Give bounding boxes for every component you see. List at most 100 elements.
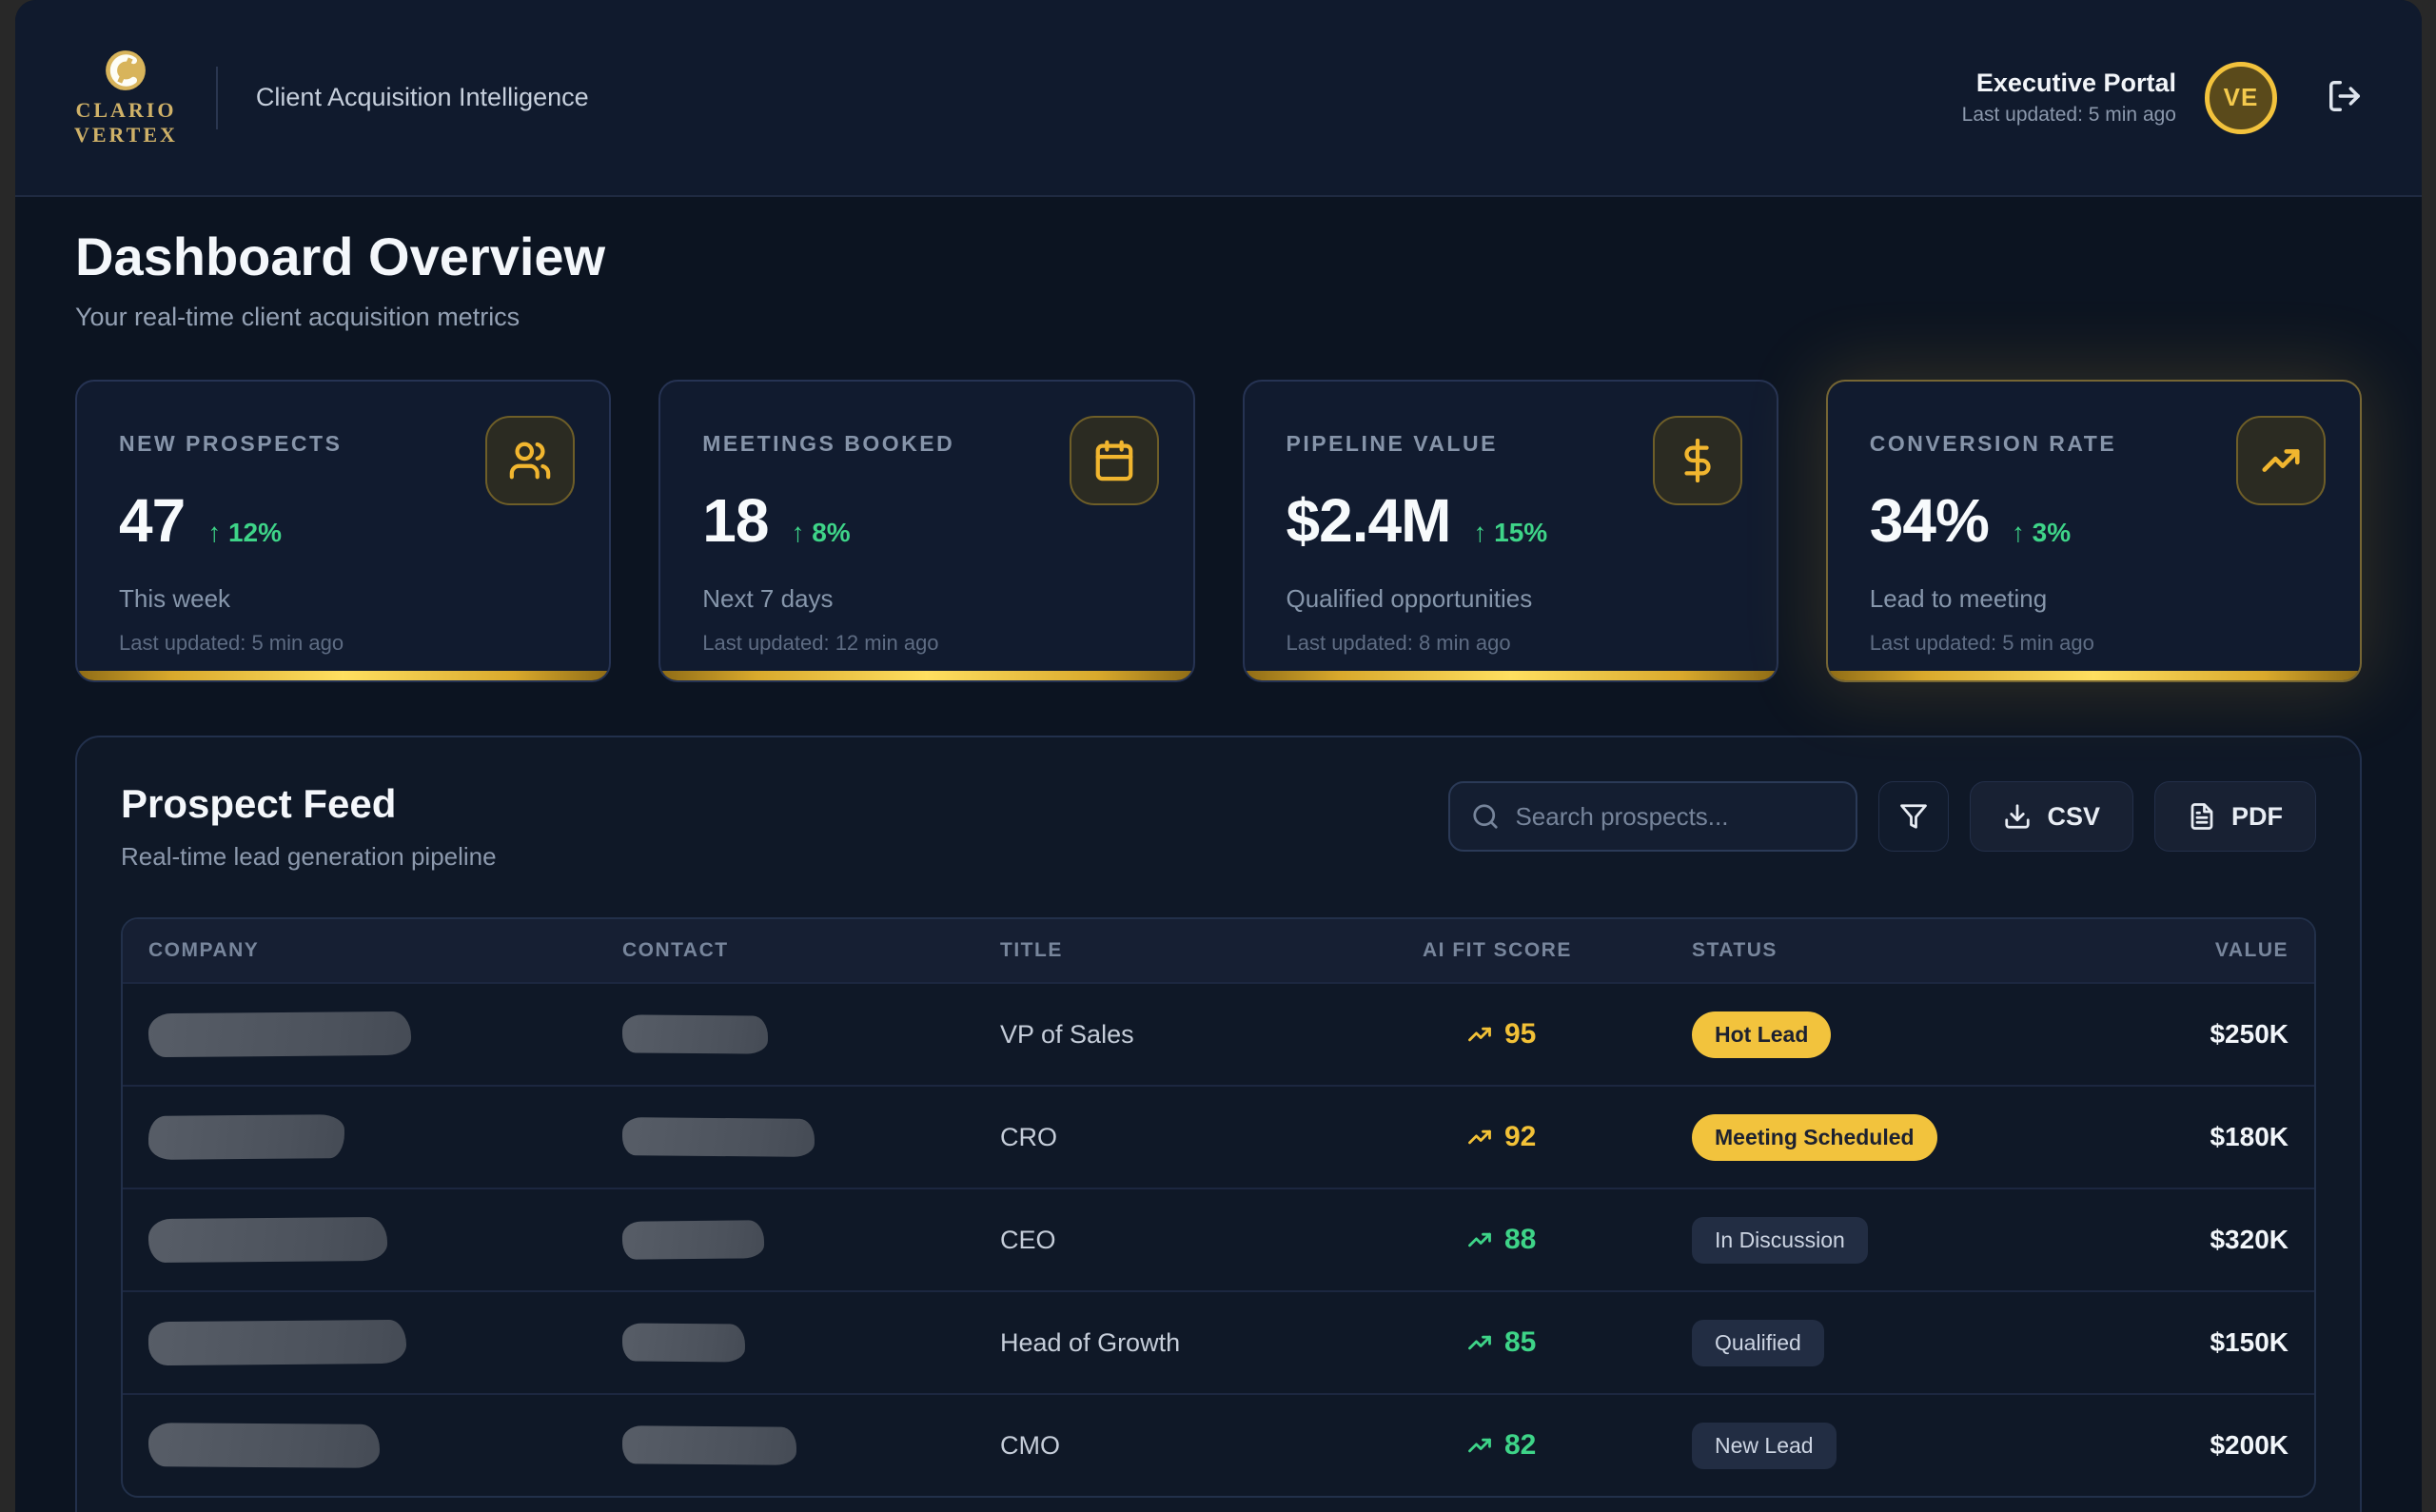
prospect-feed-subtitle: Real-time lead generation pipeline: [121, 842, 497, 871]
header-last-updated: Last updated: 5 min ago: [1961, 104, 2176, 126]
status-badge: Hot Lead: [1692, 1011, 1832, 1058]
main-content: Dashboard Overview Your real-time client…: [15, 226, 2422, 1512]
page-title: Dashboard Overview: [75, 226, 606, 286]
redacted-company: [147, 1011, 412, 1058]
search-icon: [1473, 804, 1499, 829]
status-badge: Qualified: [1692, 1319, 1824, 1366]
download-icon: [2005, 804, 2031, 829]
export-csv-button[interactable]: CSV: [1970, 781, 2133, 852]
card-accent-bar: [1827, 671, 2360, 680]
table-row[interactable]: CMO 82 New Lead $200K: [123, 1393, 2314, 1496]
prospect-title: CMO: [1000, 1430, 1060, 1460]
table-row[interactable]: CEO 88 In Discussion $320K: [123, 1188, 2314, 1290]
export-pdf-button[interactable]: PDF: [2154, 781, 2316, 852]
trending-up-icon: [2236, 416, 2326, 505]
prospect-value: $150K: [2210, 1327, 2289, 1357]
app-tagline: Client Acquisition Intelligence: [255, 83, 589, 111]
prospect-value: $320K: [2210, 1225, 2289, 1254]
status-badge: New Lead: [1692, 1422, 1837, 1469]
table-row[interactable]: Head of Growth 85 Qualified $150K: [123, 1290, 2314, 1393]
kpi-period: Qualified opportunities: [1286, 584, 1533, 613]
header-divider: [215, 66, 218, 129]
prospect-table: COMPANY CONTACT TITLE AI FIT SCORE STATU…: [121, 917, 2316, 1498]
prospect-title: VP of Sales: [1000, 1019, 1134, 1049]
kpi-delta: ↑ 8%: [791, 518, 851, 547]
user-meta: Executive Portal Last updated: 5 min ago: [1962, 69, 2176, 127]
search-box: [1448, 781, 1858, 852]
arrow-up-icon: ↑: [207, 518, 222, 547]
ai-fit-score: 95: [1423, 1018, 1692, 1051]
kpi-period: Lead to meeting: [1869, 584, 2048, 613]
table-row[interactable]: CRO 92 Meeting Scheduled $180K: [123, 1085, 2314, 1188]
redacted-contact: [621, 1425, 797, 1465]
kpi-card-new-prospects: NEW PROSPECTS 47 ↑ 12% This week Last up…: [75, 380, 612, 682]
filter-button[interactable]: [1878, 781, 1950, 852]
brand-name-line1: CLARIO: [75, 98, 177, 123]
prospect-value: $180K: [2210, 1122, 2289, 1151]
table-row[interactable]: VP of Sales 95 Hot Lead $250K: [123, 982, 2314, 1085]
kpi-updated: Last updated: 5 min ago: [119, 631, 344, 655]
arrow-up-icon: ↑: [791, 518, 805, 547]
kpi-card-pipeline-value: PIPELINE VALUE $2.4M ↑ 15% Qualified opp…: [1242, 380, 1778, 682]
brand-name: CLARIO VERTEX: [74, 98, 178, 147]
dollar-icon: [1652, 416, 1742, 505]
card-accent-bar: [660, 671, 1193, 680]
kpi-delta: ↑ 15%: [1473, 518, 1548, 547]
prospect-value: $250K: [2210, 1019, 2289, 1049]
ai-fit-score: 85: [1423, 1326, 1692, 1359]
app-window: CLARIO VERTEX Client Acquisition Intelli…: [15, 0, 2422, 1512]
top-bar: CLARIO VERTEX Client Acquisition Intelli…: [15, 0, 2422, 197]
kpi-label: NEW PROSPECTS: [119, 431, 343, 456]
brand-logo: CLARIO VERTEX: [74, 49, 178, 147]
kpi-updated: Last updated: 8 min ago: [1286, 631, 1511, 655]
trending-up-icon: [1468, 1232, 1491, 1247]
prospect-feed-title: Prospect Feed: [121, 781, 397, 826]
prospect-value: $200K: [2210, 1430, 2289, 1460]
kpi-updated: Last updated: 12 min ago: [702, 631, 939, 655]
status-badge: In Discussion: [1692, 1216, 1868, 1264]
prospect-title: CEO: [1000, 1225, 1056, 1254]
search-input[interactable]: [1450, 783, 1856, 850]
prospect-title: CRO: [1000, 1122, 1057, 1151]
kpi-period: This week: [119, 584, 231, 613]
trending-up-icon: [1468, 1438, 1491, 1453]
arrow-up-icon: ↑: [2011, 518, 2025, 547]
redacted-contact: [621, 1117, 815, 1157]
ai-fit-score: 92: [1423, 1121, 1692, 1153]
trending-up-icon: [1468, 1129, 1491, 1145]
filter-icon: [1900, 804, 1928, 829]
kpi-updated: Last updated: 5 min ago: [1869, 631, 2094, 655]
redacted-company: [147, 1319, 407, 1366]
kpi-delta: ↑ 3%: [2011, 518, 2072, 547]
table-body: VP of Sales 95 Hot Lead $250K CRO: [123, 982, 2314, 1496]
arrow-up-icon: ↑: [1473, 518, 1487, 547]
card-accent-bar: [1244, 671, 1777, 680]
card-accent-bar: [77, 671, 610, 680]
kpi-label: CONVERSION RATE: [1869, 431, 2117, 456]
redacted-company: [147, 1114, 345, 1160]
kpi-value: $2.4M: [1286, 486, 1452, 555]
kpi-card-grid: NEW PROSPECTS 47 ↑ 12% This week Last up…: [75, 380, 2362, 682]
column-header-value: VALUE: [2214, 939, 2289, 961]
column-header-title: TITLE: [1000, 939, 1063, 961]
kpi-value: 18: [702, 486, 769, 555]
redacted-company: [147, 1423, 381, 1468]
prospect-title: Head of Growth: [1000, 1327, 1181, 1357]
column-header-company: COMPANY: [148, 939, 260, 961]
table-header-row: COMPANY CONTACT TITLE AI FIT SCORE STATU…: [123, 919, 2314, 982]
trending-up-icon: [1468, 1335, 1491, 1350]
kpi-label: MEETINGS BOOKED: [702, 431, 955, 456]
column-header-contact: CONTACT: [622, 939, 729, 961]
kpi-period: Next 7 days: [702, 584, 834, 613]
kpi-card-meetings-booked: MEETINGS BOOKED 18 ↑ 8% Next 7 days Last…: [658, 380, 1195, 682]
column-header-status: STATUS: [1692, 939, 1778, 961]
brand-logo-icon: [106, 50, 147, 91]
avatar[interactable]: VE: [2205, 61, 2277, 134]
kpi-card-conversion-rate: CONVERSION RATE 34% ↑ 3% Lead to meeting…: [1825, 380, 2362, 682]
redacted-contact: [621, 1014, 769, 1054]
redacted-contact: [621, 1323, 746, 1363]
logout-button[interactable]: [2327, 78, 2363, 117]
logout-icon: [2329, 81, 2360, 111]
trending-up-icon: [1468, 1027, 1491, 1042]
ai-fit-score: 88: [1423, 1224, 1692, 1256]
